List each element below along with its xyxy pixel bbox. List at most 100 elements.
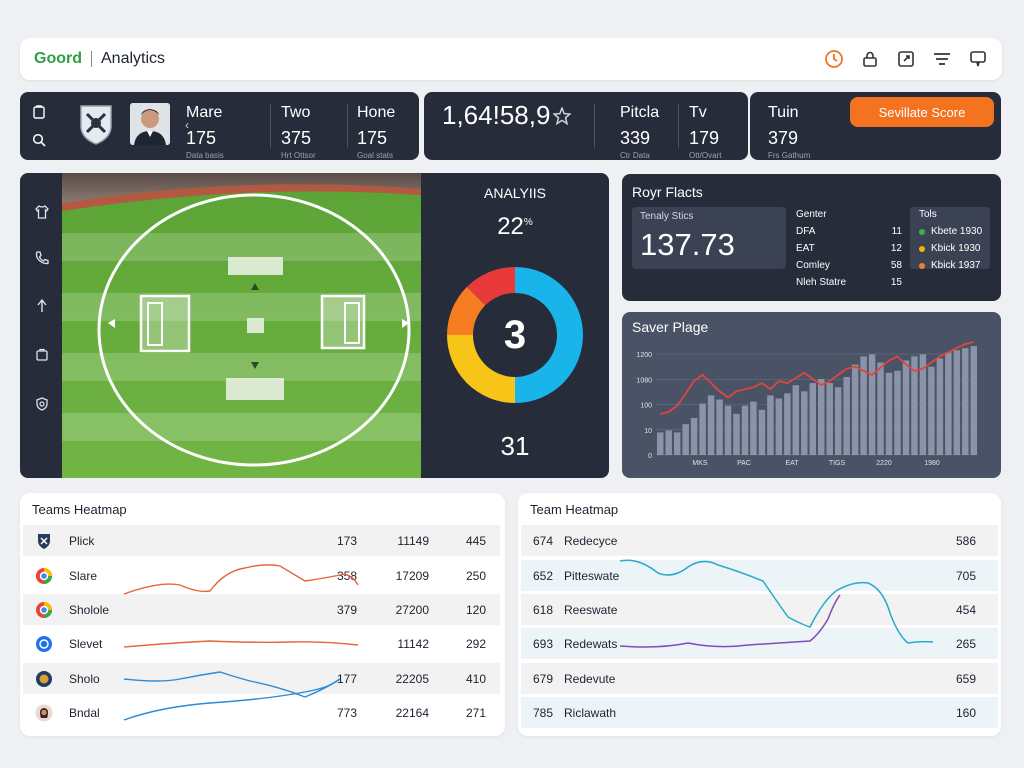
table-row[interactable]: 679 Redevute 659 [521, 663, 998, 694]
chart-bar[interactable] [843, 376, 850, 455]
total-score: 1,64!58,9 [442, 100, 572, 131]
facts-row[interactable]: Nleh Statre 15 [796, 277, 991, 291]
table-row[interactable]: 785 Riclawath 160 [521, 697, 998, 728]
chart-bar[interactable] [767, 395, 774, 455]
team-name: Slevet [69, 637, 103, 651]
chart-bar[interactable] [801, 391, 808, 455]
chart-bar[interactable] [902, 360, 910, 455]
simulate-score-button[interactable]: Sevillate Score [850, 97, 994, 127]
pitch-view[interactable] [62, 173, 421, 478]
divider [678, 104, 679, 148]
chart-bar[interactable] [809, 383, 816, 455]
arrow-up-icon[interactable] [33, 297, 51, 315]
facts-row[interactable]: Comley 58 Kbick 1937 [796, 260, 991, 274]
donut-chart[interactable]: 3 [445, 265, 585, 405]
star-icon[interactable] [553, 106, 572, 125]
player-avatar[interactable] [130, 103, 170, 145]
chart-bar[interactable] [911, 356, 918, 455]
chart-bar[interactable] [784, 393, 791, 455]
chart-bar[interactable] [775, 398, 783, 456]
chevron-left-icon[interactable]: ‹ [185, 118, 189, 132]
user-lock-icon[interactable] [860, 49, 880, 69]
team-name: Riclawath [564, 706, 617, 720]
chart-bar[interactable] [665, 430, 672, 455]
chart-bar[interactable] [860, 356, 867, 455]
chart-bar[interactable] [657, 432, 664, 455]
top-bar: Goord Analytics [20, 38, 1002, 80]
phone-icon[interactable] [33, 249, 51, 267]
chart-bar[interactable] [733, 413, 740, 455]
timer-icon[interactable] [824, 49, 844, 69]
score-card: 1,64!58,9 Pitcla 339 Ctr Data Tv 179 Ott… [424, 92, 748, 160]
chart-bar[interactable] [970, 346, 977, 455]
chart-bar[interactable] [885, 372, 893, 455]
chart-bar[interactable] [682, 424, 689, 455]
table-row[interactable]: Slevet 11142 292 [23, 628, 500, 659]
chart-bar[interactable] [894, 370, 901, 455]
y-tick-label: 100 [640, 403, 652, 410]
stat-value: 375 [281, 128, 312, 148]
heatmap-title: Teams Heatmap [32, 502, 127, 517]
percent-sign: % [523, 217, 533, 228]
chart-bar[interactable] [945, 352, 952, 455]
table-row[interactable]: 693 Redewats 265 [521, 628, 998, 659]
stat-label: Mare [186, 104, 223, 121]
divider [270, 104, 271, 148]
chart-bar[interactable] [741, 405, 749, 455]
chart-bar[interactable] [724, 405, 732, 455]
x-tick-label: EAT [785, 460, 799, 467]
chart-bar[interactable] [690, 418, 698, 455]
chart-bar[interactable] [851, 364, 859, 455]
chart-bar[interactable] [707, 395, 715, 455]
table-row[interactable]: Sholole 379 27200 120 [23, 594, 500, 625]
table-row[interactable]: 652 Pitteswate 705 [521, 560, 998, 591]
clipboard-icon[interactable] [31, 104, 47, 120]
chart-bar[interactable] [928, 366, 935, 455]
team-v3: 410 [465, 672, 486, 686]
chart-series-line[interactable] [659, 341, 975, 415]
facts-row-name: Nleh Statre [796, 277, 847, 288]
bag-icon[interactable] [33, 345, 51, 363]
chart-bar[interactable] [919, 354, 927, 455]
chart-bar[interactable] [868, 354, 876, 455]
table-row[interactable]: Slare 358 17209 250 [23, 560, 500, 591]
shirt-icon[interactable] [33, 203, 51, 221]
stat-sub: Ctr Data [620, 151, 650, 160]
table-row[interactable]: Sholo 177 22205 410 [23, 663, 500, 694]
brand-logo[interactable]: Goord [34, 50, 82, 67]
chart-bar[interactable] [716, 399, 723, 455]
chart-bar[interactable] [699, 403, 706, 455]
shield-icon[interactable] [33, 395, 51, 413]
facts-header-genter: Genter [796, 209, 827, 220]
player-avatar-icon [35, 704, 53, 722]
export-icon[interactable] [896, 49, 916, 69]
chart-bar[interactable] [834, 387, 842, 455]
team-number: 618 [533, 603, 554, 617]
filter-icon[interactable] [932, 49, 952, 69]
table-row[interactable]: 674 Redecyce 586 [521, 525, 998, 556]
team-v2: 27200 [395, 603, 429, 617]
facts-row[interactable]: EAT 12 Kbick 1930 [796, 243, 991, 257]
chart-bar[interactable] [792, 385, 800, 455]
table-row[interactable]: 618 Reeswate 454 [521, 594, 998, 625]
team-v1: 358 [336, 569, 357, 583]
search-icon[interactable] [31, 132, 47, 148]
chart-bar[interactable] [877, 362, 884, 455]
table-row[interactable]: Plick 173 11149 445 [23, 525, 500, 556]
facts-row[interactable]: DFA 11 Kbete 1930 [796, 226, 991, 240]
table-row[interactable]: Bndal 773 22164 271 [23, 697, 500, 728]
chart-bar[interactable] [826, 383, 833, 455]
chart-bar[interactable] [673, 432, 681, 455]
stat-value: 339 [620, 128, 651, 148]
chart-bar[interactable] [953, 350, 961, 455]
chart-bar[interactable] [818, 378, 825, 455]
team-v2: 22205 [395, 672, 429, 686]
chart-bar[interactable] [750, 401, 757, 455]
chart-bar[interactable] [962, 348, 969, 455]
chart-bar[interactable] [758, 409, 766, 455]
facts-row-name: DFA [796, 226, 816, 237]
chart-bar[interactable] [936, 358, 944, 455]
stat-sub: Hrt Ottsor [281, 151, 316, 160]
chat-icon[interactable] [968, 49, 988, 69]
